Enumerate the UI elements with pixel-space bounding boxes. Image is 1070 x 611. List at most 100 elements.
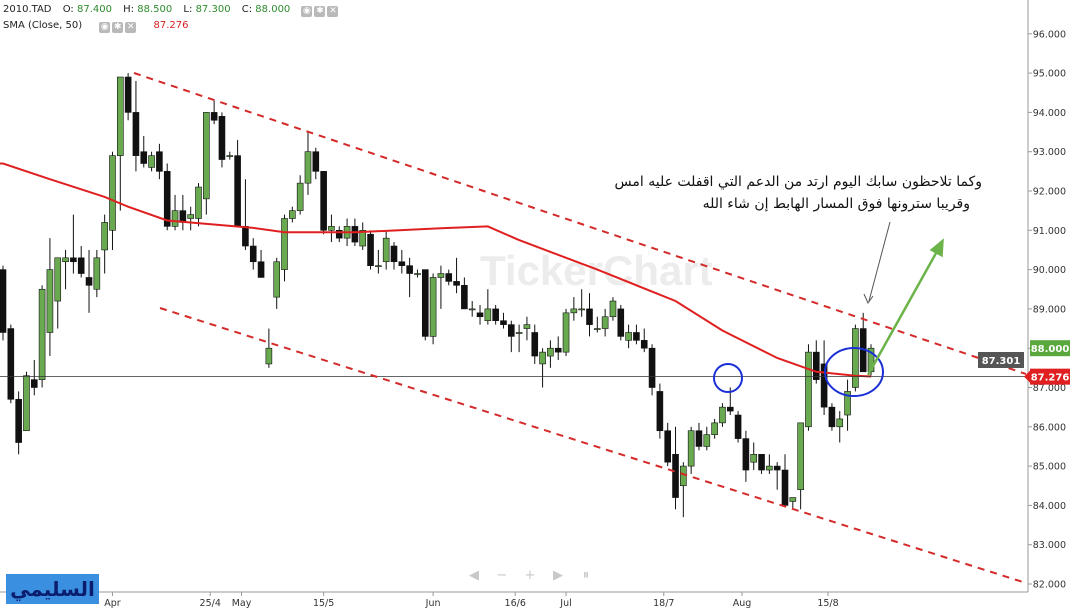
candle-body-down	[335, 230, 343, 239]
zoom-out-icon[interactable]: −	[496, 568, 508, 583]
close-icon[interactable]: ✕	[125, 22, 137, 33]
upper-trendline	[133, 72, 1027, 375]
eye-icon[interactable]: ◉	[301, 6, 313, 17]
scroll-left-icon[interactable]: ◀	[469, 568, 479, 583]
candle	[171, 194, 179, 231]
eye-icon[interactable]: ◉	[99, 22, 111, 33]
zoom-in-icon[interactable]: +	[524, 568, 536, 583]
candle-body-down	[461, 285, 468, 310]
candle	[0, 265, 7, 341]
candle-body-down	[406, 265, 413, 274]
candle-body-down	[507, 324, 515, 337]
candle	[46, 238, 54, 357]
candle	[218, 112, 226, 168]
candle-body-up	[515, 332, 523, 334]
candle	[640, 328, 648, 353]
candle-body-down	[30, 379, 38, 388]
candle	[7, 324, 15, 404]
pointer-arrow-shaft	[868, 221, 891, 302]
candle	[249, 238, 257, 270]
x-tick-label: 15/5	[313, 598, 334, 609]
candle-body-up	[281, 218, 288, 270]
candle-body-up	[203, 112, 210, 200]
candle	[382, 230, 390, 270]
candle-body-down	[249, 245, 257, 263]
candle-body-down	[156, 151, 163, 172]
candle-body-up	[844, 391, 851, 416]
candle	[30, 359, 38, 396]
candle	[711, 418, 718, 439]
symbol-label: 2010.TAD	[3, 4, 52, 15]
x-tick-label: 25/4	[200, 598, 221, 609]
close-icon[interactable]: ✕	[327, 6, 339, 17]
candle	[163, 163, 171, 231]
candle	[124, 73, 132, 121]
close-label: C:	[241, 4, 253, 15]
candle	[203, 112, 210, 215]
low-value: 87.300	[195, 4, 231, 15]
sma-line	[0, 162, 872, 378]
candle	[156, 143, 163, 180]
candle-body-down	[781, 469, 789, 506]
candle	[195, 183, 202, 227]
sma-value: 87.276	[153, 20, 189, 31]
candle-body-down	[773, 465, 781, 471]
candle	[476, 304, 484, 325]
candle	[719, 403, 726, 427]
candle	[844, 379, 851, 431]
y-tick-label: 89.000	[1033, 304, 1066, 315]
candle-body-up	[375, 265, 382, 267]
candle	[656, 383, 664, 439]
open-value: 87.400	[76, 4, 112, 15]
candle-body-up	[547, 347, 554, 357]
candle-body-down	[820, 363, 828, 408]
candle	[23, 371, 30, 432]
candle	[523, 316, 531, 341]
x-tick-label: Apr	[104, 598, 121, 609]
candle-body-down	[77, 257, 85, 274]
y-tick-label: 85.000	[1033, 462, 1066, 473]
close-price-tag-label: 88.000	[1031, 344, 1070, 355]
candle-body-up	[789, 497, 797, 502]
symbol-legend: 2010.TAD O: 87.400 H: 88.500 L: 87.300 C…	[3, 4, 339, 17]
candle	[70, 214, 77, 274]
candle	[320, 171, 327, 235]
projection-arrow-head	[929, 238, 944, 258]
y-tick-label: 95.000	[1033, 69, 1066, 80]
candle	[750, 442, 758, 471]
candle-body-down	[664, 430, 672, 463]
y-tick-label: 94.000	[1033, 108, 1066, 119]
candle	[617, 304, 625, 341]
candle-body-up	[687, 430, 695, 467]
x-tick-label: Aug	[733, 598, 752, 609]
close-price-tag: 88.000	[1030, 340, 1070, 357]
candle-body-up	[539, 351, 546, 365]
candle-body-down	[351, 226, 359, 243]
candle-body-down	[132, 112, 140, 156]
candle-body-up	[328, 226, 335, 231]
gear-icon[interactable]: ✱	[112, 22, 124, 33]
candle-body-down	[7, 328, 15, 400]
candle-body-up	[382, 237, 390, 263]
watermark: TickerChart	[480, 247, 713, 294]
gear-icon[interactable]: ✱	[314, 6, 326, 17]
candle-body-up	[23, 375, 30, 432]
candle-body-down	[0, 269, 7, 333]
candle-body-down	[758, 454, 765, 471]
candle	[531, 324, 539, 364]
candle-body-down	[367, 233, 374, 266]
annotation-line-1: وكما تلاحظون سابك اليوم ارتد من الدعم ال…	[614, 174, 982, 190]
scroll-right-icon[interactable]: ▶	[553, 568, 563, 583]
candle-body-up	[54, 257, 62, 302]
rebound-circle	[824, 347, 884, 397]
level-price-tag-label: 87.301	[982, 356, 1021, 367]
candle-body-down	[672, 454, 679, 498]
pause-icon[interactable]: ⏸	[582, 568, 590, 583]
candle-body-up	[797, 422, 804, 490]
candle-body-down	[554, 347, 562, 353]
candle	[500, 312, 507, 329]
plot-background	[0, 0, 1028, 592]
candle	[77, 246, 85, 278]
candle	[398, 249, 406, 274]
